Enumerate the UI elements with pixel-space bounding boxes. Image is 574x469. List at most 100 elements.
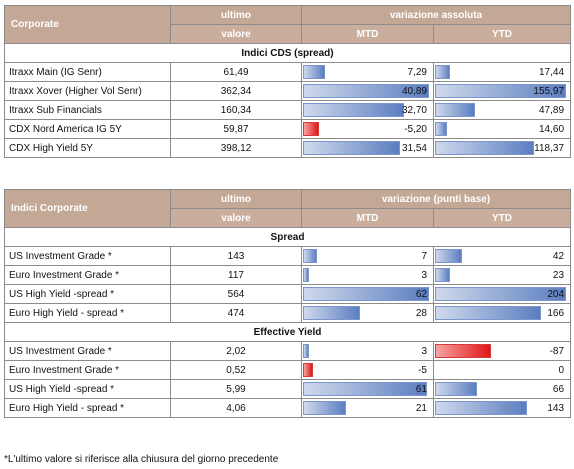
row-ytd-cell: 166 <box>432 303 572 323</box>
row-mtd-cell: 40,89 <box>301 81 434 101</box>
row-mtd-value: 61 <box>415 383 427 395</box>
row-mtd-bar <box>303 287 429 301</box>
row-ytd-value: 166 <box>547 307 565 319</box>
table1-col-valore: valore <box>170 24 302 44</box>
table1-section-row: Indici CDS (spread) <box>3 43 572 63</box>
row-name: US Investment Grade * <box>4 246 171 266</box>
row-ytd-cell: 155,97 <box>432 81 572 101</box>
row-mtd-bar <box>303 122 319 136</box>
row-mtd-cell: 7 <box>301 246 434 266</box>
row-mtd-value: 28 <box>415 307 427 319</box>
row-ytd-bar <box>435 344 491 358</box>
row-value: 61,49 <box>170 62 302 82</box>
row-mtd-value: 3 <box>421 269 427 281</box>
row-value: 59,87 <box>170 119 302 139</box>
section-title-spread: Spread <box>3 227 572 247</box>
table2-col-ytd: YTD <box>432 208 572 228</box>
row-value: 474 <box>170 303 302 323</box>
row-mtd-cell: 3 <box>301 265 434 285</box>
table-row: Itraxx Main (IG Senr) 61,49 7,29 17,44 <box>4 62 572 82</box>
row-ytd-cell: 47,89 <box>432 100 572 120</box>
table-row: Euro Investment Grade * 117 3 23 <box>4 265 572 285</box>
table1-col-ultimo: ultimo <box>170 5 302 25</box>
table2-col-ultimo: ultimo <box>170 189 302 209</box>
row-mtd-value: -5 <box>418 364 427 376</box>
table1-body: Itraxx Main (IG Senr) 61,49 7,29 17,44 Itrax… <box>4 62 572 158</box>
row-mtd-bar <box>303 249 318 263</box>
row-mtd-cell: -5,20 <box>301 119 434 139</box>
row-ytd-bar <box>435 103 476 117</box>
table2-spread-body: US Investment Grade * 143 7 42 Euro Investme… <box>4 246 572 323</box>
row-ytd-value: 155,97 <box>533 85 565 97</box>
table-row: CDX High Yield 5Y 398,12 31,54 118,37 <box>4 138 572 158</box>
row-value: 564 <box>170 284 302 304</box>
row-ytd-value: 118,37 <box>534 142 565 154</box>
row-ytd-value: -87 <box>549 345 565 357</box>
row-ytd-bar <box>435 84 566 98</box>
row-ytd-bar <box>435 141 535 155</box>
row-ytd-cell: 17,44 <box>432 62 572 82</box>
row-name: Euro High Yield - spread * <box>4 398 171 418</box>
table1-col-variazione: variazione assoluta <box>300 5 572 25</box>
table2-section-spread-row: Spread <box>3 227 572 247</box>
footnote: *L'ultimo valore si riferisce alla chius… <box>4 454 279 465</box>
row-ytd-value: 66 <box>552 383 565 395</box>
row-mtd-cell: -5 <box>301 360 434 380</box>
row-mtd-value: 40,89 <box>401 85 427 97</box>
row-mtd-cell: 7,29 <box>301 62 434 82</box>
row-name: US High Yield -spread * <box>4 379 171 399</box>
table2-yield-body: US Investment Grade * 2,02 3 -87 Euro Invest… <box>4 341 572 418</box>
row-mtd-bar <box>303 65 326 79</box>
row-ytd-value: 14,60 <box>538 123 565 135</box>
row-mtd-cell: 31,54 <box>301 138 434 158</box>
row-ytd-bar <box>435 306 542 320</box>
row-value: 5,99 <box>170 379 302 399</box>
row-value: 4,06 <box>170 398 302 418</box>
row-ytd-bar <box>435 65 450 79</box>
row-mtd-cell: 3 <box>301 341 434 361</box>
row-ytd-cell: 23 <box>432 265 572 285</box>
row-mtd-bar <box>303 268 310 282</box>
row-name: Itraxx Sub Financials <box>4 100 171 120</box>
row-mtd-cell: 28 <box>301 303 434 323</box>
row-mtd-bar <box>303 382 427 396</box>
row-mtd-bar <box>303 344 310 358</box>
row-value: 362,34 <box>170 81 302 101</box>
row-mtd-cell: 32,70 <box>301 100 434 120</box>
row-ytd-bar <box>435 382 478 396</box>
row-mtd-value: 62 <box>415 288 427 300</box>
row-ytd-bar <box>435 122 448 136</box>
row-ytd-bar <box>435 287 566 301</box>
row-mtd-cell: 61 <box>301 379 434 399</box>
table-row: US High Yield -spread * 5,99 61 66 <box>4 379 572 399</box>
table-row: CDX Nord America IG 5Y 59,87 -5,20 14,60 <box>4 119 572 139</box>
table2-header-row: Indici Corporate ultimo variazione (punt… <box>4 189 572 228</box>
table2-subheader-row: valore MTD YTD <box>5 208 572 228</box>
table2-section-yield-row: Effective Yield <box>3 322 572 342</box>
row-name: US Investment Grade * <box>4 341 171 361</box>
table2-col-mtd: MTD <box>301 208 434 228</box>
row-name: US High Yield -spread * <box>4 284 171 304</box>
row-ytd-value: 143 <box>547 402 565 414</box>
table-row: Euro Investment Grade * 0,52 -5 0 <box>4 360 572 380</box>
section-title-cds: Indici CDS (spread) <box>3 43 572 63</box>
section-title-yield: Effective Yield <box>3 322 572 342</box>
table-row: US Investment Grade * 2,02 3 -87 <box>4 341 572 361</box>
row-mtd-bar <box>303 103 404 117</box>
table1-title: Corporate <box>4 5 171 44</box>
table-row: Itraxx Sub Financials 160,34 32,70 47,89 <box>4 100 572 120</box>
row-mtd-value: 7,29 <box>407 66 427 78</box>
row-value: 143 <box>170 246 302 266</box>
row-ytd-cell: 14,60 <box>432 119 572 139</box>
row-value: 2,02 <box>170 341 302 361</box>
table2-title: Indici Corporate <box>4 189 171 228</box>
table-row: US High Yield -spread * 564 62 204 <box>4 284 572 304</box>
row-name: Euro Investment Grade * <box>4 265 171 285</box>
row-mtd-bar <box>303 363 314 377</box>
row-ytd-cell: 66 <box>432 379 572 399</box>
row-ytd-value: 47,89 <box>538 104 565 116</box>
row-value: 398,12 <box>170 138 302 158</box>
row-name: Euro High Yield - spread * <box>4 303 171 323</box>
row-mtd-cell: 21 <box>301 398 434 418</box>
row-ytd-value: 42 <box>552 250 565 262</box>
